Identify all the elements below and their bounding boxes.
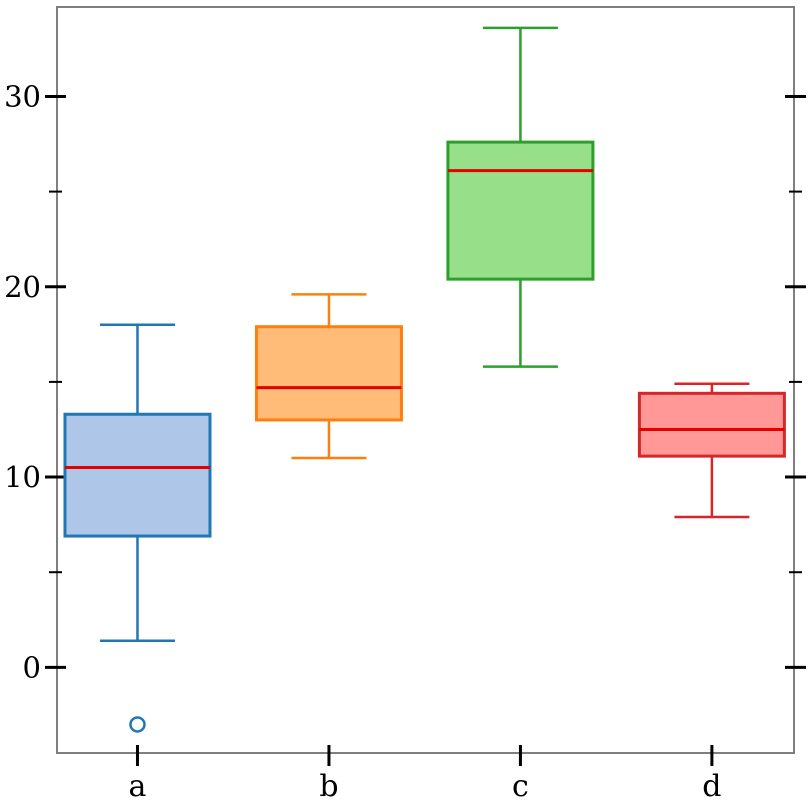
y-tick-label: 10 [4, 460, 41, 494]
plot-frame [56, 6, 795, 754]
iqr-box [63, 412, 212, 538]
iqr-box [254, 325, 403, 422]
x-tick-label: b [319, 769, 338, 804]
iqr-box [637, 391, 786, 458]
box-group-c [446, 26, 595, 368]
x-tick-label: d [702, 769, 721, 804]
iqr-box [446, 140, 595, 281]
outlier-point [129, 716, 146, 733]
x-tick-label: a [129, 769, 147, 804]
x-tick-label: c [512, 769, 529, 804]
y-tick-label: 0 [23, 650, 41, 684]
box-group-b [254, 293, 403, 460]
box-group-d [637, 382, 786, 519]
box-group-a [63, 323, 212, 733]
y-tick-label: 20 [4, 270, 41, 304]
y-tick-label: 30 [4, 79, 41, 113]
